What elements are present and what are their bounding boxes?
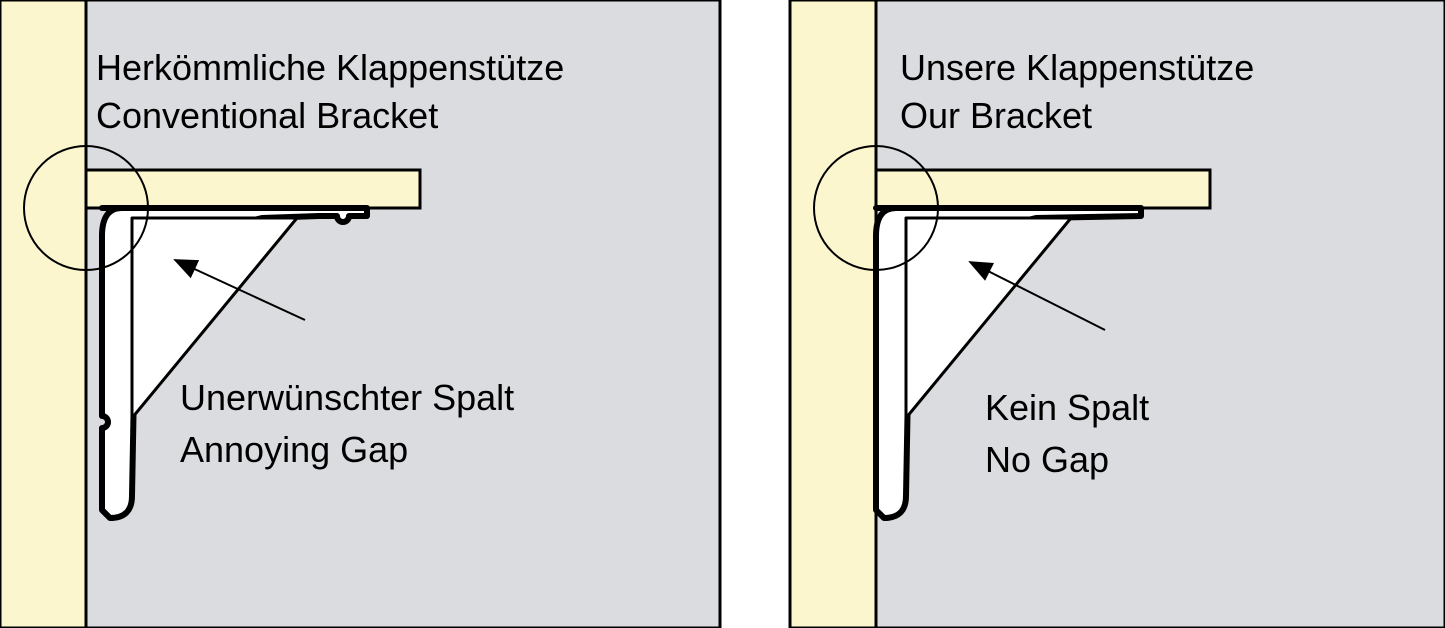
title-de: Herkömmliche Klappenstütze (96, 47, 564, 88)
note-en: No Gap (985, 439, 1109, 480)
title-en: Our Bracket (900, 95, 1092, 136)
note-de: Kein Spalt (985, 387, 1149, 428)
note-en: Annoying Gap (180, 429, 408, 470)
title-en: Conventional Bracket (96, 95, 438, 136)
note-de: Unerwünschter Spalt (180, 377, 514, 418)
title-de: Unsere Klappenstütze (900, 47, 1254, 88)
